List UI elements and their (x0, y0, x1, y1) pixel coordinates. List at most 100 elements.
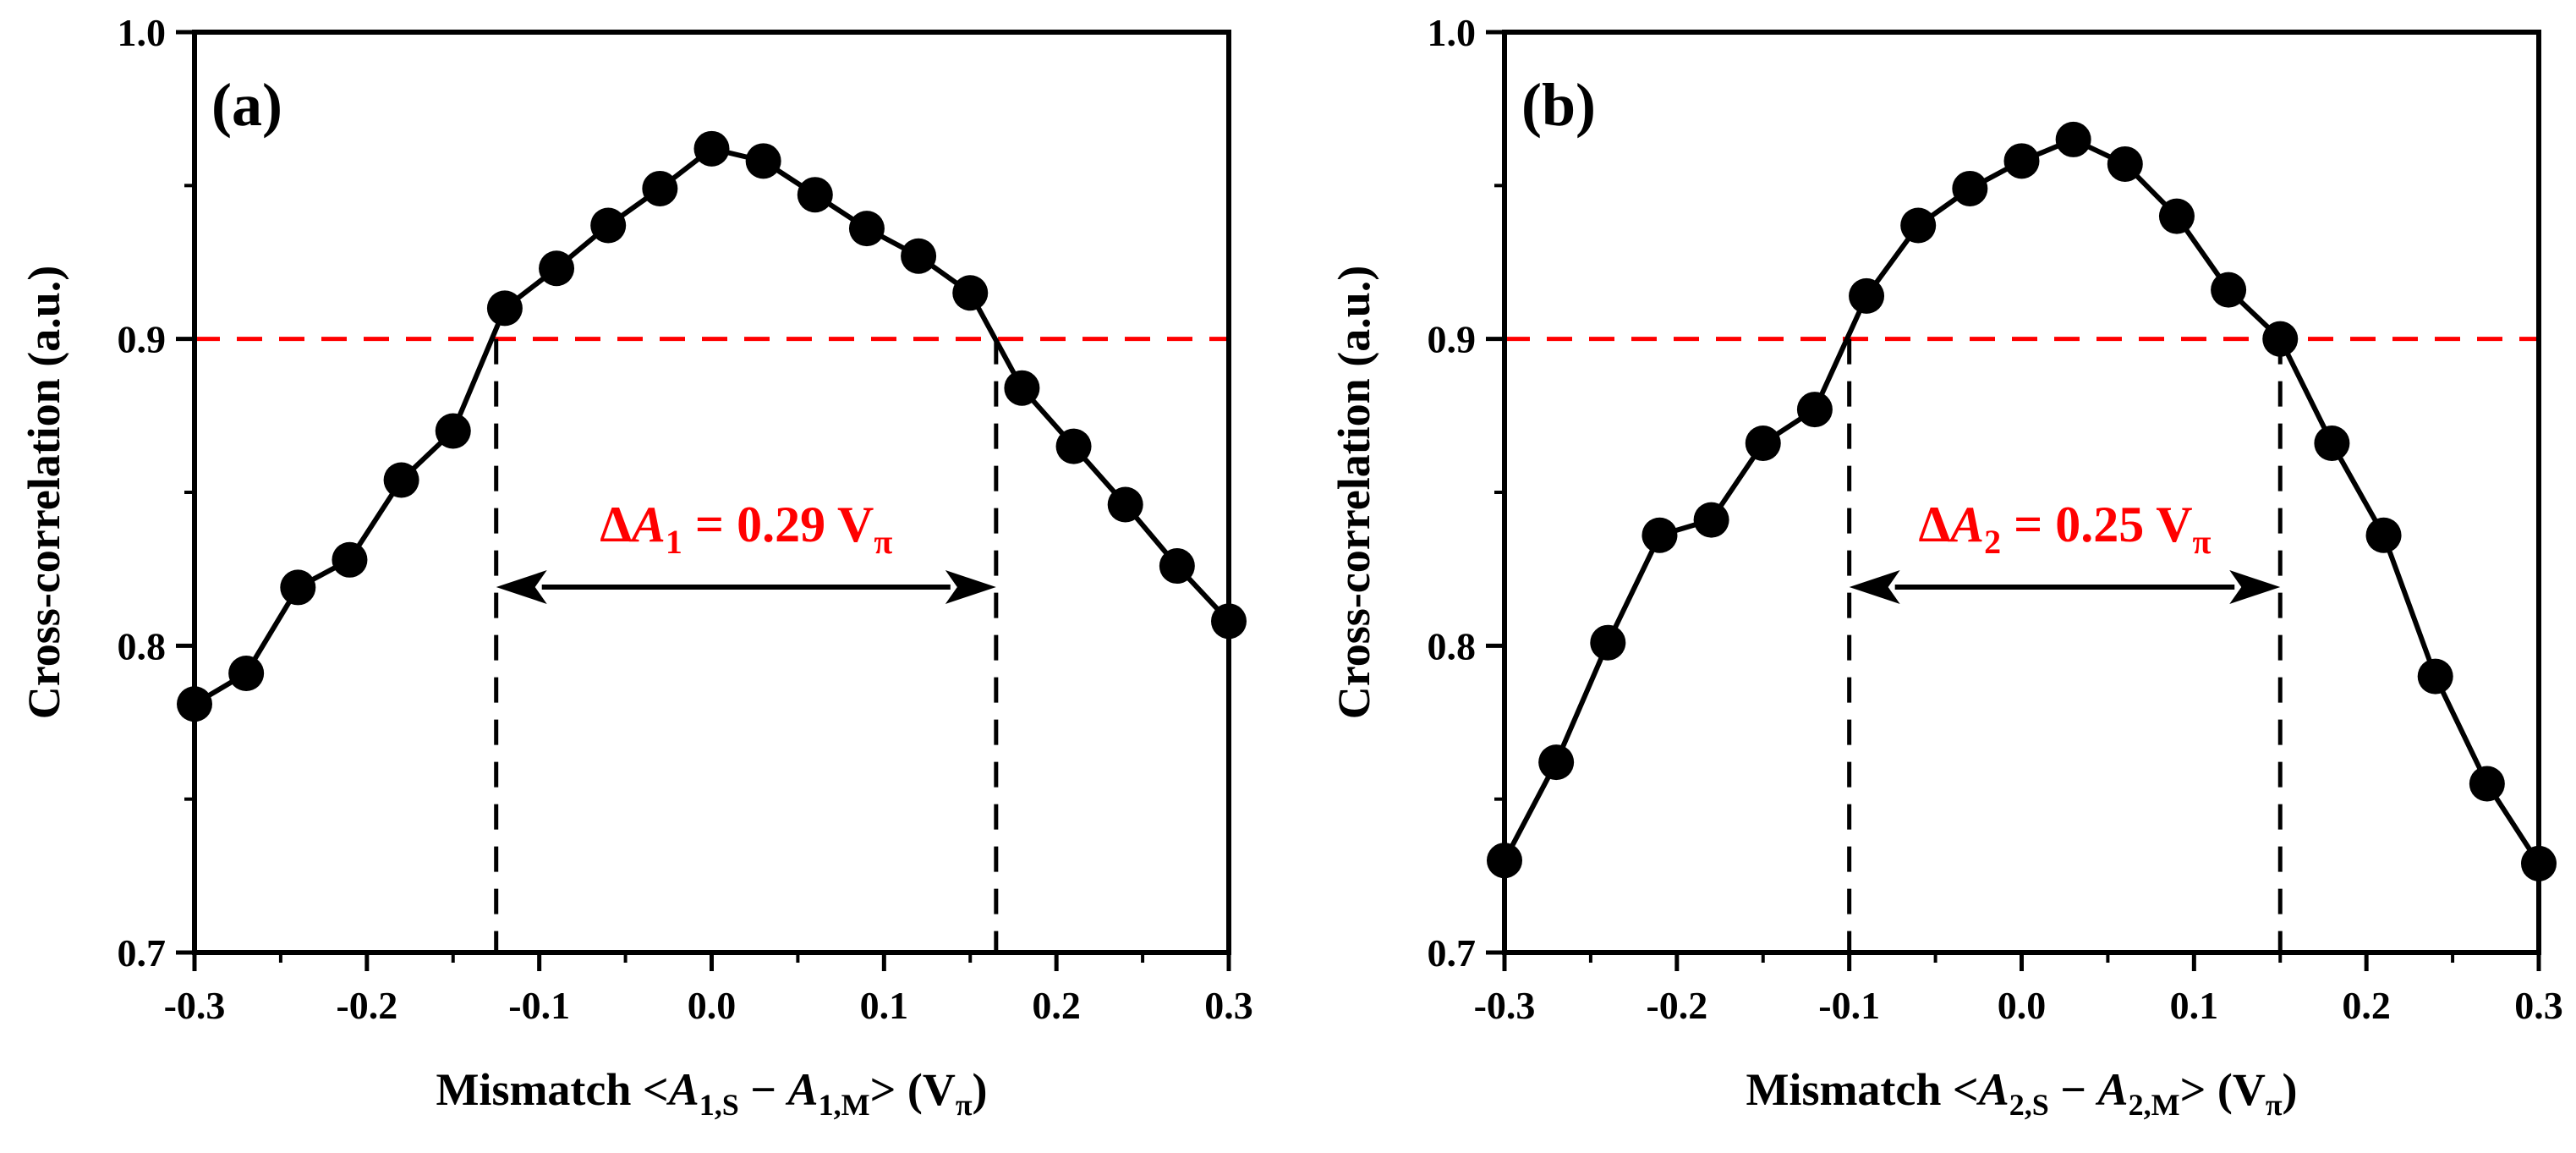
annotation-unit-subscript: π (874, 523, 892, 561)
y-tick-label: 1.0 (118, 11, 167, 54)
y-tick-label: 0.8 (1428, 624, 1477, 667)
x-axis-label: Mismatch <A2,S − A2,M> (Vπ) (1746, 1064, 2297, 1122)
annotation-subscript: 1 (666, 523, 682, 561)
data-point (1796, 392, 1833, 428)
data-point (2211, 272, 2247, 308)
annotation-value: = 0.29 V (682, 497, 874, 552)
data-point (901, 238, 937, 274)
data-line (193, 145, 1231, 706)
x-tick-label: 0.3 (1204, 984, 1253, 1027)
data-point (435, 413, 471, 449)
x-tick-label: -0.1 (1818, 984, 1880, 1027)
data-point (693, 130, 730, 167)
annotation-variable: A (1947, 497, 1984, 552)
y-axis-label: Cross-correlation (a.u.) (19, 266, 69, 719)
data-point (1900, 207, 1937, 244)
x-tick-label: 0.2 (2342, 984, 2391, 1027)
x-label-subscript: 1,M (819, 1088, 870, 1122)
data-point (642, 170, 678, 206)
x-label-suffix: > (V (870, 1064, 956, 1115)
plot-frame (192, 30, 1231, 955)
annotation-delta: Δ (1918, 497, 1950, 552)
x-label-prefix: Mismatch < (1746, 1064, 1978, 1115)
data-point (952, 275, 989, 311)
data-point (1107, 486, 1143, 523)
data-point (280, 569, 316, 606)
panel-label: (a) (211, 71, 282, 139)
span-arrow-head-right (945, 570, 996, 604)
x-tick-label: 0.3 (2514, 984, 2563, 1027)
data-point (2107, 145, 2143, 182)
data-point (2314, 425, 2350, 461)
data-point (2365, 517, 2402, 553)
data-point (2003, 143, 2040, 179)
x-label-minus: − (739, 1064, 788, 1115)
annotation-delta: Δ (600, 497, 632, 552)
x-label-variable: A (2096, 1064, 2129, 1115)
data-point (590, 207, 627, 244)
x-tick-label: -0.3 (1474, 984, 1536, 1027)
data-point (848, 211, 885, 247)
data-point (332, 541, 368, 578)
x-label-prefix: Mismatch < (436, 1064, 668, 1115)
data-point (1538, 744, 1575, 781)
chart-panel-b: ΔA2 = 0.25 Vπ-0.3 -0.2 -0.1 0.0 0.1 0.2 0.30.7… (1329, 11, 2563, 1122)
data-point (1849, 277, 1885, 314)
annotation-value: = 0.25 V (2001, 497, 2192, 552)
y-tick-label: 0.9 (118, 318, 167, 361)
x-label-variable: A (786, 1064, 819, 1115)
span-arrow-head-left (496, 570, 547, 604)
x-tick-label: -0.2 (336, 984, 397, 1027)
x-tick-label: 0.1 (860, 984, 909, 1027)
x-label-unit-subscript: π (2266, 1088, 2283, 1122)
x-label-suffix: > (V (2180, 1064, 2266, 1115)
span-annotation: ΔA1 = 0.29 Vπ (600, 497, 892, 561)
data-point (1642, 517, 1678, 553)
data-point (1004, 370, 1040, 406)
chart-panel-a: ΔA1 = 0.29 Vπ-0.3 -0.2 -0.1 0.0 0.1 0.2 0.30.7… (19, 11, 1253, 1122)
data-point (2055, 121, 2091, 157)
x-tick-label: -0.2 (1646, 984, 1707, 1027)
x-label-minus: − (2049, 1064, 2098, 1115)
annotation-variable: A (628, 497, 666, 552)
annotation-subscript: 2 (1984, 523, 2001, 561)
x-tick-label: -0.3 (164, 984, 226, 1027)
data-point (383, 462, 419, 498)
x-tick-label: 0.0 (688, 984, 737, 1027)
y-tick-label: 1.0 (1428, 11, 1477, 54)
x-label-close: ) (2283, 1064, 2298, 1115)
x-label-variable: A (1976, 1064, 2009, 1115)
x-label-unit-subscript: π (956, 1088, 973, 1122)
span-arrow-head-left (1849, 570, 1900, 604)
annotation-unit-subscript: π (2193, 523, 2212, 561)
x-tick-label: -0.1 (508, 984, 570, 1027)
x-axis-label: Mismatch <A1,S − A1,M> (Vπ) (436, 1064, 987, 1122)
data-point (2262, 321, 2299, 357)
span-arrow-head-right (2229, 570, 2281, 604)
y-tick-label: 0.7 (1428, 931, 1477, 975)
data-point (2417, 658, 2453, 695)
data-point (486, 290, 523, 327)
x-label-variable: A (666, 1064, 699, 1115)
data-point (228, 655, 265, 691)
x-label-subscript: 2,M (2129, 1088, 2180, 1122)
y-tick-label: 0.7 (118, 931, 167, 975)
data-point (2469, 766, 2505, 802)
data-point (1952, 170, 1988, 206)
y-axis-label: Cross-correlation (a.u.) (1329, 266, 1379, 719)
y-tick-label: 0.8 (118, 624, 167, 667)
x-label-close: ) (973, 1064, 988, 1115)
data-point (797, 177, 833, 213)
x-tick-label: 0.1 (2170, 984, 2219, 1027)
data-point (539, 250, 575, 287)
x-tick-label: 0.2 (1032, 984, 1081, 1027)
x-label-subscript: 2,S (2009, 1088, 2049, 1122)
data-point (1590, 624, 1626, 661)
data-point (1693, 502, 1729, 538)
y-tick-label: 0.9 (1428, 318, 1477, 361)
x-tick-label: 0.0 (1998, 984, 2047, 1027)
panel-label: (b) (1521, 71, 1596, 139)
data-point (1159, 548, 1195, 585)
